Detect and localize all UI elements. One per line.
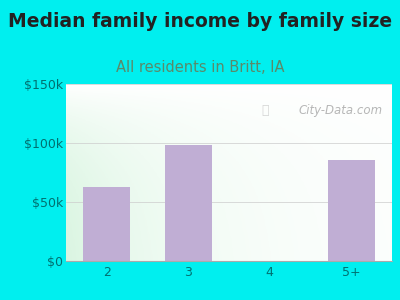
Bar	[328, 160, 375, 261]
Text: City-Data.com: City-Data.com	[298, 104, 382, 117]
Text: 🔍: 🔍	[262, 104, 269, 117]
Text: Median family income by family size: Median family income by family size	[8, 12, 392, 31]
Bar	[165, 146, 212, 261]
Text: All residents in Britt, IA: All residents in Britt, IA	[116, 60, 284, 75]
Bar	[83, 187, 130, 261]
